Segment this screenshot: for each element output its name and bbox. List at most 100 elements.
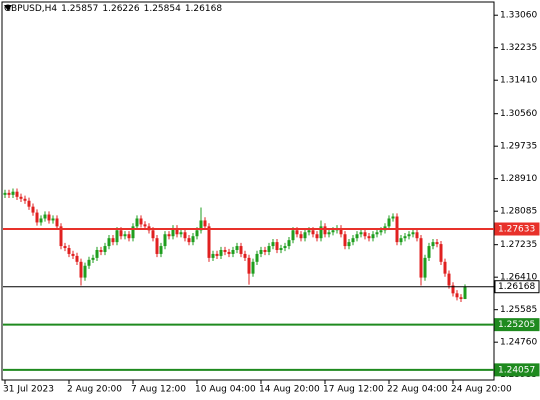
candle-body (19, 196, 23, 199)
header-open: 1.25857 (61, 4, 99, 14)
candle-body (323, 226, 327, 235)
candle-body (219, 250, 223, 256)
candle-body (203, 220, 207, 227)
candle-body (163, 234, 167, 247)
candle-body (343, 234, 347, 247)
candle-body (175, 228, 179, 235)
y-tick-label: 1.24760 (500, 338, 537, 348)
candle-body (123, 234, 127, 237)
candle-body (351, 238, 355, 243)
candle-body (311, 230, 315, 235)
candle-body (91, 257, 95, 260)
candle-body (79, 261, 83, 278)
candle-body (319, 226, 323, 239)
candle-body (291, 230, 295, 241)
candle-body (115, 230, 119, 243)
candle-body (59, 226, 63, 247)
candle-body (443, 261, 447, 274)
candle-body (235, 246, 239, 250)
level-label-box (494, 363, 540, 377)
candle-body (239, 246, 243, 254)
candle-body (135, 218, 139, 227)
candle-body (447, 273, 451, 286)
candle-body (287, 240, 291, 247)
candle-body (435, 242, 439, 245)
candle-body (455, 293, 459, 298)
candle-body (303, 232, 307, 239)
y-tick-label: 1.28085 (500, 207, 537, 217)
candle-body (243, 253, 247, 258)
plot-frame (1, 1, 495, 381)
candle-body (51, 218, 55, 221)
candle-body (263, 250, 267, 252)
header-icon (4, 5, 12, 11)
candle-body (419, 238, 423, 278)
level-label-box (494, 280, 540, 294)
candle-body (275, 242, 279, 250)
candle-body (299, 234, 303, 239)
candle-body (339, 228, 343, 235)
candle-body (307, 230, 311, 233)
candle-body (99, 250, 103, 252)
candle-body (187, 238, 191, 243)
candle-body (159, 246, 163, 254)
candle-body (23, 198, 27, 201)
x-tick-label: 24 Aug 20:00 (451, 385, 512, 395)
candle-body (179, 232, 183, 235)
candle-body (399, 238, 403, 243)
y-tick-label: 1.30560 (500, 109, 537, 119)
candle-body (195, 230, 199, 237)
candle-body (215, 253, 219, 256)
candle-body (67, 248, 71, 254)
candle-body (211, 253, 215, 258)
candle-body (223, 250, 227, 252)
candle-body (315, 234, 319, 239)
candle-body (63, 246, 67, 249)
x-tick-label: 22 Aug 04:00 (387, 385, 448, 395)
candle-body (103, 246, 107, 252)
candle-body (47, 214, 51, 221)
candle-body (247, 257, 251, 274)
candle-body (355, 234, 359, 239)
symbol: GBPUSD,H4 (4, 4, 58, 14)
candle-body (371, 234, 375, 239)
y-tick-label: 1.27235 (500, 240, 537, 250)
candle-body (283, 246, 287, 249)
candle-body (271, 242, 275, 247)
candle-body (107, 238, 111, 247)
candle-body (451, 285, 455, 294)
candle-body (95, 250, 99, 258)
candle-body (327, 232, 331, 235)
x-tick-label: 17 Aug 12:00 (323, 385, 384, 395)
level-label-box (494, 318, 540, 332)
candle-body (359, 232, 363, 235)
x-tick-label: 2 Aug 20:00 (67, 385, 122, 395)
candle-body (331, 230, 335, 233)
y-tick-label: 1.25585 (500, 305, 537, 315)
candle-body (231, 250, 235, 254)
x-tick-label: 7 Aug 12:00 (131, 385, 186, 395)
level-label: 1.26168 (498, 282, 535, 292)
y-tick-label: 1.29735 (500, 142, 537, 152)
candle-body (75, 255, 79, 262)
y-tick-label: 1.28910 (500, 174, 537, 184)
candle-body (295, 230, 299, 235)
candle-body (151, 230, 155, 239)
candle-body (347, 242, 351, 247)
candle-body (407, 234, 411, 237)
candle-body (127, 234, 131, 239)
candle-body (191, 236, 195, 243)
chart-header: GBPUSD,H4 1.25857 1.26226 1.25854 1.2616… (4, 4, 222, 14)
candle-body (387, 218, 391, 227)
candle-body (87, 259, 91, 266)
candle-body (415, 232, 419, 239)
candle-body (431, 242, 435, 247)
header-low: 1.25854 (143, 4, 181, 14)
header-close: 1.26168 (184, 4, 223, 14)
candle-body (411, 232, 415, 235)
candle-body (131, 226, 135, 239)
candle-body (7, 192, 11, 195)
candle-body (55, 218, 59, 227)
level-label: 1.25205 (498, 320, 535, 330)
